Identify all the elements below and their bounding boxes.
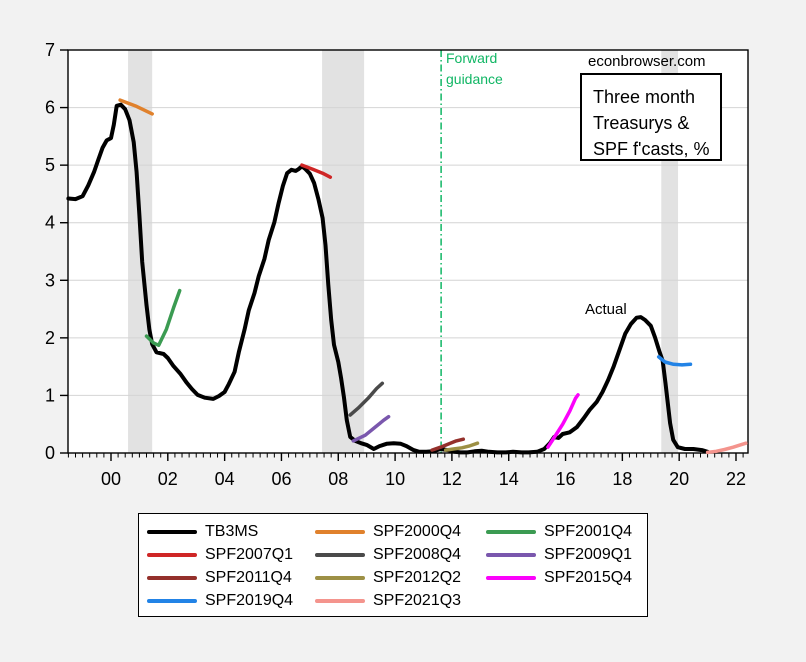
legend-item-SPF2011Q4: SPF2011Q4: [147, 566, 315, 589]
series-SPF2009Q1: [351, 414, 391, 443]
legend-swatch: [147, 529, 197, 534]
legend-label: SPF2011Q4: [205, 568, 292, 586]
x-tick-label: 16: [556, 469, 576, 489]
plot-frame: [67, 49, 749, 454]
legend-swatch: [147, 598, 197, 603]
x-tick-label: 02: [158, 469, 178, 489]
series-SPF2012Q2: [443, 441, 480, 452]
legend-label: SPF2021Q3: [373, 591, 462, 609]
legend: TB3MS SPF2000Q4 SPF2001Q4 SPF2007Q1 SPF2008Q…: [138, 513, 648, 617]
x-tick-label: 08: [328, 469, 348, 489]
y-tick-label: 7: [45, 40, 55, 60]
legend-item-SPF2012Q2: SPF2012Q2: [315, 566, 486, 589]
forward-guidance-line1: Forward: [446, 50, 498, 66]
legend-swatch: [315, 529, 365, 534]
series-SPF2001Q4: [144, 288, 182, 348]
legend-swatch: [315, 552, 365, 557]
legend-label: SPF2008Q4: [373, 545, 462, 563]
note-box: Three month Treasurys & SPF f'casts, %: [580, 73, 722, 161]
y-tick-label: 3: [45, 270, 55, 290]
x-tick-label: 00: [101, 469, 121, 489]
x-tick-label: 06: [271, 469, 291, 489]
x-tick-label: 14: [499, 469, 519, 489]
x-tick-label: 20: [669, 469, 689, 489]
y-tick-label: 4: [45, 213, 55, 233]
series-SPF2011Q4: [430, 437, 466, 452]
legend-swatch: [315, 575, 365, 580]
x-tick-label: 18: [612, 469, 632, 489]
series-TB3MS: [66, 102, 710, 455]
legend-item-SPF2015Q4: SPF2015Q4: [486, 566, 640, 589]
legend-swatch: [486, 529, 536, 534]
x-tick-label: 12: [442, 469, 462, 489]
y-tick-label: 5: [45, 155, 55, 175]
legend-swatch: [315, 598, 365, 603]
legend-label: SPF2007Q1: [205, 545, 294, 563]
actual-label: Actual: [585, 301, 627, 318]
series-SPF2007Q1: [300, 163, 333, 179]
series-SPF2021Q3: [705, 441, 748, 455]
series-SPF2019Q4: [656, 355, 693, 367]
forward-guidance-line2: guidance: [446, 71, 503, 87]
legend-item-SPF2007Q1: SPF2007Q1: [147, 543, 315, 566]
legend-item-SPF2000Q4: SPF2000Q4: [315, 520, 486, 543]
note-box-line2: Treasurys &: [593, 113, 690, 133]
legend-item-SPF2021Q3: SPF2021Q3: [315, 589, 486, 612]
x-tick-label: 22: [726, 469, 746, 489]
legend-label: SPF2000Q4: [373, 522, 462, 540]
legend-label: SPF2001Q4: [544, 522, 633, 540]
legend-item-SPF2019Q4: SPF2019Q4: [147, 589, 315, 612]
legend-item-TB3MS: TB3MS: [147, 520, 315, 543]
legend-label: TB3MS: [205, 522, 259, 540]
legend-swatch: [486, 575, 536, 580]
forward-guidance-label: Forward guidance: [446, 48, 503, 90]
x-tick-label: 10: [385, 469, 405, 489]
series-SPF2008Q4: [348, 381, 385, 417]
y-tick-label: 1: [45, 385, 55, 405]
legend-label: SPF2015Q4: [544, 568, 633, 586]
legend-label: SPF2009Q1: [544, 545, 633, 563]
legend-swatch: [486, 552, 536, 557]
legend-label: SPF2019Q4: [205, 591, 294, 609]
series-SPF2000Q4: [118, 98, 154, 116]
y-tick-label: 2: [45, 328, 55, 348]
note-box-line1: Three month: [593, 87, 696, 107]
legend-swatch: [147, 575, 197, 580]
legend-swatch: [147, 552, 197, 557]
legend-item-SPF2009Q1: SPF2009Q1: [486, 543, 640, 566]
x-tick-label: 04: [215, 469, 235, 489]
legend-label: SPF2012Q2: [373, 568, 462, 586]
y-tick-label: 0: [45, 443, 55, 463]
series-SPF2015Q4: [546, 393, 580, 449]
y-tick-label: 6: [45, 98, 55, 118]
legend-item-SPF2001Q4: SPF2001Q4: [486, 520, 640, 543]
note-box-line3: SPF f'casts, %: [593, 139, 710, 159]
watermark: econbrowser.com: [588, 53, 706, 70]
legend-item-SPF2008Q4: SPF2008Q4: [315, 543, 486, 566]
